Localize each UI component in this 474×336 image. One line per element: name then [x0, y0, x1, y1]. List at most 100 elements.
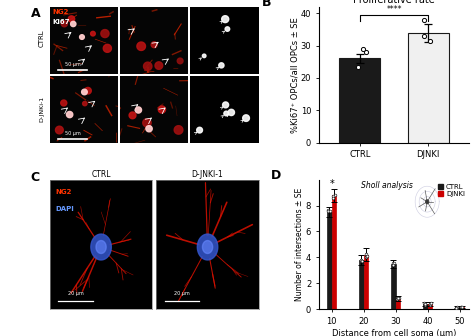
- Polygon shape: [223, 102, 228, 108]
- Text: 20 µm: 20 µm: [68, 291, 83, 296]
- Text: B: B: [262, 0, 271, 9]
- Polygon shape: [151, 42, 157, 48]
- Point: [329, 196, 337, 201]
- Polygon shape: [155, 62, 163, 69]
- Polygon shape: [137, 42, 146, 50]
- Bar: [359, 260, 364, 309]
- Polygon shape: [91, 234, 111, 260]
- Polygon shape: [66, 112, 73, 118]
- Polygon shape: [103, 44, 111, 52]
- Title: Proliferative rate: Proliferative rate: [353, 0, 435, 5]
- Point: [395, 295, 402, 301]
- Point: [458, 304, 466, 310]
- Polygon shape: [68, 16, 75, 22]
- X-axis label: Distance from cell soma (µm): Distance from cell soma (µm): [332, 329, 456, 336]
- Polygon shape: [224, 111, 228, 116]
- Polygon shape: [202, 241, 213, 253]
- Bar: [332, 195, 336, 309]
- Polygon shape: [143, 119, 151, 127]
- Point: [426, 302, 433, 307]
- Point: [325, 209, 332, 214]
- Polygon shape: [158, 106, 165, 113]
- Title: CTRL: CTRL: [91, 170, 111, 179]
- Point: [421, 301, 428, 307]
- Bar: [428, 304, 432, 309]
- Polygon shape: [82, 89, 87, 95]
- Text: ****: ****: [386, 5, 402, 14]
- Polygon shape: [61, 20, 67, 27]
- Bar: [423, 304, 428, 309]
- Polygon shape: [228, 109, 235, 116]
- Point: [362, 251, 370, 256]
- Polygon shape: [80, 35, 84, 39]
- Point: [393, 297, 401, 302]
- Polygon shape: [71, 22, 76, 27]
- Point: [389, 262, 397, 267]
- Point: [426, 301, 434, 307]
- Polygon shape: [197, 234, 218, 260]
- Point: [421, 302, 428, 307]
- Point: [457, 305, 465, 310]
- Point: [326, 208, 334, 213]
- Bar: [408, 33, 449, 142]
- Polygon shape: [202, 54, 206, 58]
- Bar: [396, 299, 400, 309]
- Bar: [460, 307, 464, 309]
- Point: [325, 207, 332, 213]
- Text: D-JNKi-1: D-JNKi-1: [39, 95, 44, 122]
- Legend: CTRL, DJNKI: CTRL, DJNKI: [437, 183, 466, 198]
- Y-axis label: Number of intersections ± SE: Number of intersections ± SE: [295, 188, 304, 301]
- Point: [362, 255, 370, 260]
- Bar: [455, 307, 460, 309]
- Text: 50 µm: 50 µm: [64, 62, 80, 67]
- Bar: [391, 264, 396, 309]
- Polygon shape: [82, 101, 87, 106]
- Point: [355, 64, 362, 69]
- Polygon shape: [96, 241, 106, 253]
- Text: 50 µm: 50 µm: [64, 131, 80, 136]
- Point: [453, 304, 461, 309]
- Polygon shape: [219, 63, 224, 68]
- Text: *: *: [329, 179, 334, 189]
- Point: [362, 49, 370, 55]
- Polygon shape: [129, 112, 136, 119]
- Text: NG2: NG2: [55, 189, 72, 195]
- Point: [453, 305, 461, 310]
- Point: [420, 301, 428, 306]
- Polygon shape: [174, 126, 183, 134]
- Polygon shape: [55, 126, 63, 134]
- Point: [457, 304, 465, 309]
- Text: C: C: [31, 171, 40, 184]
- Point: [358, 258, 365, 263]
- Polygon shape: [146, 126, 152, 132]
- Text: A: A: [31, 7, 40, 20]
- Text: NG2: NG2: [53, 9, 69, 15]
- Point: [394, 295, 401, 300]
- Text: DAPI: DAPI: [55, 206, 74, 212]
- Bar: [364, 255, 368, 309]
- Polygon shape: [243, 115, 249, 121]
- Title: D-JNKI-1: D-JNKI-1: [191, 170, 223, 179]
- Polygon shape: [222, 16, 229, 23]
- Polygon shape: [61, 100, 67, 106]
- Bar: [339, 58, 381, 142]
- Point: [390, 261, 398, 266]
- Text: D: D: [271, 169, 281, 182]
- Point: [331, 192, 338, 198]
- Polygon shape: [225, 27, 230, 31]
- Polygon shape: [135, 107, 142, 113]
- Point: [364, 253, 371, 258]
- Point: [427, 300, 435, 306]
- Point: [420, 33, 428, 39]
- Polygon shape: [177, 58, 183, 64]
- Y-axis label: %Ki67⁺ OPCs/all OPCs ± SE: %Ki67⁺ OPCs/all OPCs ± SE: [290, 17, 299, 132]
- Text: CTRL: CTRL: [38, 29, 45, 47]
- Point: [329, 193, 337, 198]
- Point: [359, 46, 367, 51]
- Point: [357, 257, 365, 262]
- Point: [453, 305, 460, 310]
- Bar: [327, 212, 332, 309]
- Polygon shape: [144, 62, 152, 71]
- Polygon shape: [84, 87, 91, 94]
- Text: Sholl analysis: Sholl analysis: [361, 181, 413, 190]
